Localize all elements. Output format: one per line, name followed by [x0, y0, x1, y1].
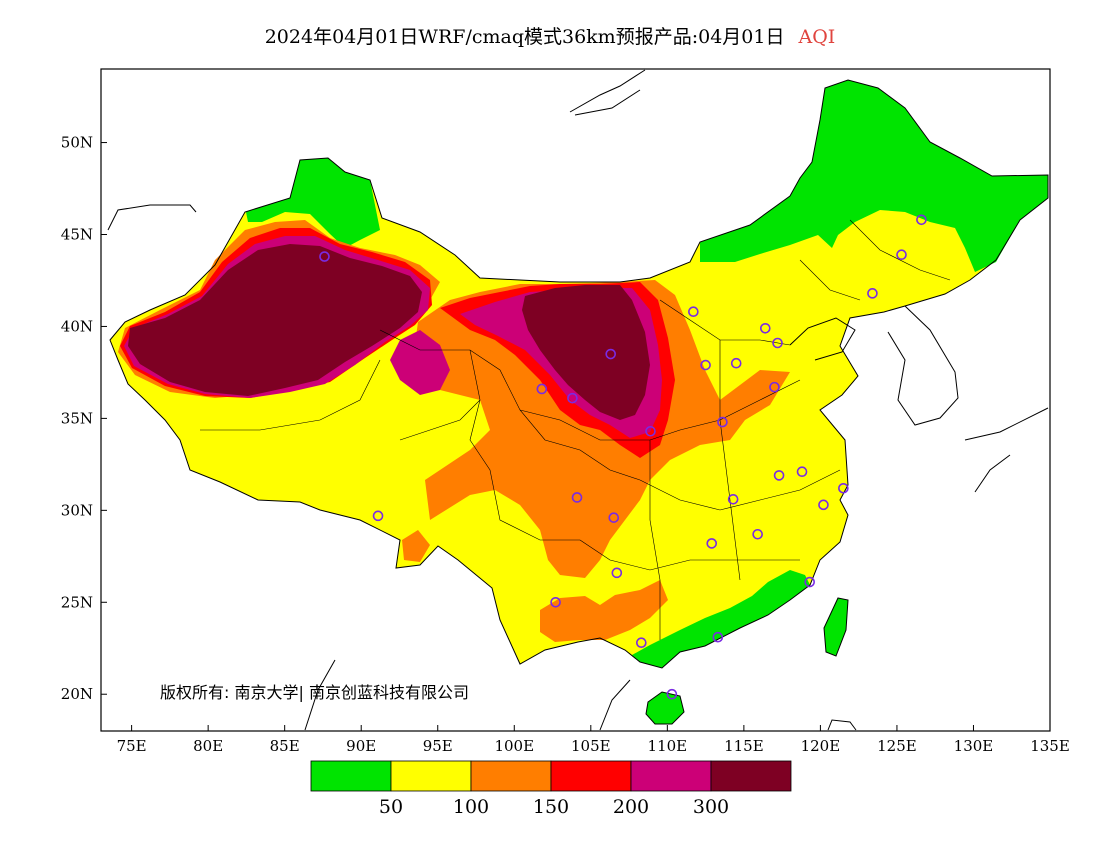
outline-korea	[887, 305, 959, 426]
region-maroon-xinjiang	[128, 244, 422, 396]
outline-philippines	[827, 719, 857, 731]
station-marker	[773, 470, 785, 481]
station-marker	[867, 288, 878, 299]
colorbar-swatch	[390, 760, 472, 792]
station-marker	[372, 510, 384, 522]
region-orange-tibet-south	[402, 530, 430, 562]
colorbar-threshold-label: 150	[533, 796, 569, 818]
station-markers	[319, 214, 927, 700]
lon-tick-label: 120E	[801, 737, 841, 755]
colorbar-threshold-label: 300	[693, 796, 729, 818]
title-variable: AQI	[798, 26, 836, 48]
aqi-field	[110, 80, 1048, 724]
colorbar-swatch	[470, 760, 552, 792]
lat-tick-label: 30N	[61, 501, 93, 519]
axis-ticks	[101, 142, 1051, 731]
outline-hainan-coast	[645, 691, 685, 725]
colorbar-threshold-label: 200	[613, 796, 649, 818]
region-green-south	[632, 570, 810, 668]
region-orange-sichuan-east	[598, 470, 640, 510]
lon-tick-labels: 75E 80E 85E 90E 95E 100E 105E 110E 115E 120E 125E 1…	[117, 737, 1070, 755]
outline-caspian	[107, 204, 197, 231]
map-title: 2024年04月01日WRF/cmaq模式36km预报产品:04月01日 AQI	[0, 22, 1100, 49]
coastlines	[107, 69, 1049, 731]
station-marker	[319, 251, 330, 262]
station-marker	[567, 392, 578, 404]
colorbar-swatch	[710, 760, 792, 792]
region-maroon-central	[522, 285, 650, 420]
lon-tick-label: 115E	[724, 737, 764, 755]
station-marker	[636, 637, 647, 649]
region-taiwan	[824, 598, 848, 656]
station-marker	[700, 359, 711, 371]
lon-tick-label: 100E	[494, 737, 534, 755]
station-marker	[605, 348, 617, 360]
lat-tick-labels: 20N 25N 30N 35N 40N 45N 50N	[61, 134, 93, 704]
station-marker	[759, 322, 771, 334]
station-marker	[550, 596, 561, 608]
outline-china	[109, 79, 1049, 669]
station-marker	[818, 499, 829, 511]
station-marker	[645, 425, 656, 437]
station-marker	[916, 214, 927, 226]
station-marker	[752, 528, 763, 540]
station-marker	[536, 383, 548, 395]
colorbar-threshold-label: 100	[453, 796, 489, 818]
lon-tick-label: 85E	[270, 737, 300, 755]
colorbar	[310, 760, 792, 792]
lon-tick-label: 125E	[877, 737, 917, 755]
outline-indochina	[304, 659, 631, 731]
lon-tick-label: 105E	[571, 737, 611, 755]
lon-tick-label: 75E	[117, 737, 147, 755]
lon-tick-label: 135E	[1030, 737, 1070, 755]
station-marker	[896, 249, 907, 261]
region-magenta-qinghai	[390, 330, 450, 395]
region-orange-yunnan	[540, 580, 668, 642]
outline-taiwan-coast	[823, 597, 849, 657]
station-marker	[712, 631, 724, 643]
lon-tick-label: 90E	[346, 737, 376, 755]
station-marker	[706, 538, 718, 549]
station-marker	[796, 466, 808, 478]
station-marker	[727, 493, 739, 505]
colorbar-swatch	[630, 760, 712, 792]
lon-tick-label: 80E	[193, 737, 223, 755]
lat-tick-label: 45N	[61, 226, 93, 244]
station-marker	[838, 482, 849, 494]
station-marker	[666, 688, 678, 700]
region-green-xinjiang	[246, 158, 380, 248]
lat-tick-label: 35N	[61, 409, 93, 427]
lon-tick-label: 130E	[954, 737, 994, 755]
outline-bohai	[789, 317, 856, 361]
colorbar-swatch	[310, 760, 392, 792]
region-green-northeast	[700, 80, 1048, 272]
lat-tick-label: 25N	[61, 593, 93, 611]
station-marker	[769, 381, 780, 393]
lon-tick-label: 95E	[423, 737, 453, 755]
station-marker	[611, 567, 623, 579]
station-marker	[772, 337, 783, 349]
station-marker	[717, 416, 728, 428]
station-marker	[571, 492, 583, 503]
station-marker	[804, 576, 815, 588]
outline-japan	[964, 407, 1049, 493]
region-hainan	[646, 692, 684, 724]
station-marker	[608, 512, 620, 523]
colorbar-threshold-label: 50	[379, 796, 403, 818]
copyright-text: 版权所有: 南京大学| 南京创蓝科技有限公司	[160, 683, 469, 702]
lat-tick-label: 50N	[61, 134, 93, 152]
colorbar-labels: 50 100 150 200 300	[379, 796, 729, 818]
station-marker	[730, 357, 742, 369]
lon-tick-label: 110E	[648, 737, 688, 755]
station-marker	[688, 306, 699, 318]
colorbar-swatch	[550, 760, 632, 792]
title-text: 2024年04月01日WRF/cmaq模式36km预报产品:04月01日	[264, 26, 785, 48]
outline-kamchatka	[569, 69, 646, 116]
lat-tick-label: 20N	[61, 685, 93, 703]
province-borders	[200, 219, 951, 640]
map-frame	[100, 68, 1051, 732]
lat-tick-label: 40N	[61, 317, 93, 335]
